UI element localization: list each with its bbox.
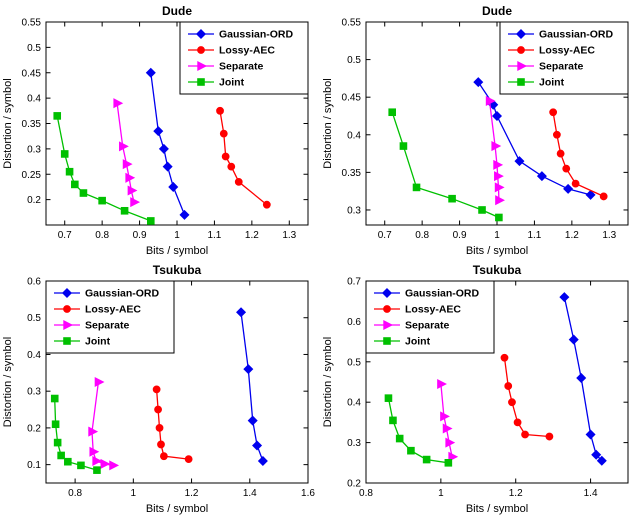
plot-dude-left: 0.7 0.8 0.9 1 1.1 1.2 1.3 0.2 0.25 0.3 0.35 0.4 0.45… [2, 4, 309, 257]
svg-text:0.5: 0.5 [27, 43, 41, 54]
svg-text:Separate: Separate [405, 320, 450, 332]
svg-text:0.4: 0.4 [347, 398, 361, 409]
svg-text:Separate: Separate [539, 61, 584, 73]
subplot-dude-left: 0.7 0.8 0.9 1 1.1 1.2 1.3 0.2 0.25 0.3 0.35 0.4 0.45… [0, 0, 320, 259]
svg-text:0.5: 0.5 [347, 55, 361, 66]
svg-text:Lossy-AEC: Lossy-AEC [85, 304, 141, 316]
svg-text:0.8: 0.8 [415, 230, 429, 241]
svg-text:Bits / symbol: Bits / symbol [146, 245, 208, 257]
svg-text:1.3: 1.3 [602, 230, 616, 241]
svg-text:0.9: 0.9 [133, 230, 147, 241]
svg-text:0.8: 0.8 [68, 488, 82, 499]
subplot-tsukuba-right: 0.8 1 1.2 1.4 0.2 0.3 0.4 0.5 0.6 0.7 Tsukuba Bits … [320, 259, 640, 517]
svg-text:Distortion / symbol: Distortion / symbol [322, 78, 334, 168]
svg-text:1.1: 1.1 [207, 230, 221, 241]
svg-text:0.2: 0.2 [27, 195, 41, 206]
svg-text:Joint: Joint [405, 336, 431, 348]
svg-text:1.4: 1.4 [584, 488, 598, 499]
svg-text:1.2: 1.2 [509, 488, 523, 499]
svg-text:1: 1 [438, 488, 444, 499]
svg-text:Gaussian-ORD: Gaussian-ORD [405, 288, 480, 300]
svg-text:0.3: 0.3 [27, 387, 41, 398]
plot-tsukuba-right: 0.8 1 1.2 1.4 0.2 0.3 0.4 0.5 0.6 0.7 Tsukuba Bits … [322, 263, 629, 515]
svg-text:0.6: 0.6 [347, 317, 361, 328]
svg-text:0.55: 0.55 [342, 18, 362, 29]
svg-text:0.4: 0.4 [27, 94, 41, 105]
svg-text:Joint: Joint [85, 336, 111, 348]
svg-text:Tsukuba: Tsukuba [153, 263, 202, 277]
subplot-tsukuba-left: 0.8 1 1.2 1.4 1.6 0.1 0.2 0.3 0.4 0.5 0.6 Tsukuba Bi… [0, 259, 320, 517]
svg-text:0.3: 0.3 [347, 205, 361, 216]
svg-text:Gaussian-ORD: Gaussian-ORD [539, 29, 614, 41]
plot-tsukuba-left: 0.8 1 1.2 1.4 1.6 0.1 0.2 0.3 0.4 0.5 0.6 Tsukuba Bi… [2, 263, 315, 515]
svg-text:0.2: 0.2 [27, 423, 41, 434]
svg-text:Separate: Separate [85, 320, 130, 332]
svg-text:0.7: 0.7 [347, 277, 361, 288]
svg-text:1.1: 1.1 [527, 230, 541, 241]
svg-text:Distortion / symbol: Distortion / symbol [2, 78, 14, 168]
svg-text:Lossy-AEC: Lossy-AEC [405, 304, 461, 316]
svg-text:0.45: 0.45 [22, 68, 42, 79]
svg-text:1.2: 1.2 [565, 230, 579, 241]
svg-text:Bits / symbol: Bits / symbol [466, 503, 528, 515]
svg-text:Gaussian-ORD: Gaussian-ORD [85, 288, 160, 300]
svg-text:Separate: Separate [219, 61, 264, 73]
svg-text:0.7: 0.7 [58, 230, 72, 241]
svg-text:0.1: 0.1 [27, 460, 41, 471]
svg-text:Bits / symbol: Bits / symbol [466, 245, 528, 257]
svg-text:Joint: Joint [539, 77, 565, 89]
svg-text:0.35: 0.35 [342, 168, 362, 179]
svg-text:0.35: 0.35 [22, 119, 42, 130]
svg-text:0.45: 0.45 [342, 93, 362, 104]
svg-text:0.6: 0.6 [27, 277, 41, 288]
svg-text:0.8: 0.8 [95, 230, 109, 241]
svg-text:1.3: 1.3 [282, 230, 296, 241]
svg-text:0.55: 0.55 [22, 18, 42, 29]
svg-text:Dude: Dude [482, 4, 512, 18]
svg-text:Tsukuba: Tsukuba [473, 263, 522, 277]
svg-text:Distortion / symbol: Distortion / symbol [322, 337, 334, 427]
svg-text:1: 1 [131, 488, 137, 499]
svg-text:Lossy-AEC: Lossy-AEC [539, 45, 595, 57]
svg-text:Dude: Dude [162, 4, 192, 18]
svg-text:1.2: 1.2 [245, 230, 259, 241]
svg-text:Lossy-AEC: Lossy-AEC [219, 45, 275, 57]
svg-text:0.25: 0.25 [22, 170, 42, 181]
svg-text:0.5: 0.5 [27, 313, 41, 324]
svg-text:0.3: 0.3 [27, 144, 41, 155]
svg-text:1.2: 1.2 [185, 488, 199, 499]
svg-text:0.3: 0.3 [347, 438, 361, 449]
svg-text:0.4: 0.4 [347, 130, 361, 141]
subplot-dude-right: 0.7 0.8 0.9 1 1.1 1.2 1.3 0.3 0.35 0.4 0.45 0.5 0.55… [320, 0, 640, 259]
svg-text:0.5: 0.5 [347, 357, 361, 368]
svg-text:Distortion / symbol: Distortion / symbol [2, 337, 14, 427]
svg-text:0.4: 0.4 [27, 350, 41, 361]
svg-text:1: 1 [494, 230, 500, 241]
svg-text:Joint: Joint [219, 77, 245, 89]
svg-text:Gaussian-ORD: Gaussian-ORD [219, 29, 294, 41]
svg-text:1.4: 1.4 [243, 488, 257, 499]
svg-text:0.8: 0.8 [359, 488, 373, 499]
svg-text:Bits / symbol: Bits / symbol [146, 503, 208, 515]
plot-dude-right: 0.7 0.8 0.9 1 1.1 1.2 1.3 0.3 0.35 0.4 0.45 0.5 0.55… [322, 4, 629, 257]
svg-text:0.7: 0.7 [378, 230, 392, 241]
svg-text:1.6: 1.6 [301, 488, 315, 499]
svg-text:0.2: 0.2 [347, 479, 361, 490]
svg-text:0.9: 0.9 [453, 230, 467, 241]
svg-text:1: 1 [174, 230, 180, 241]
